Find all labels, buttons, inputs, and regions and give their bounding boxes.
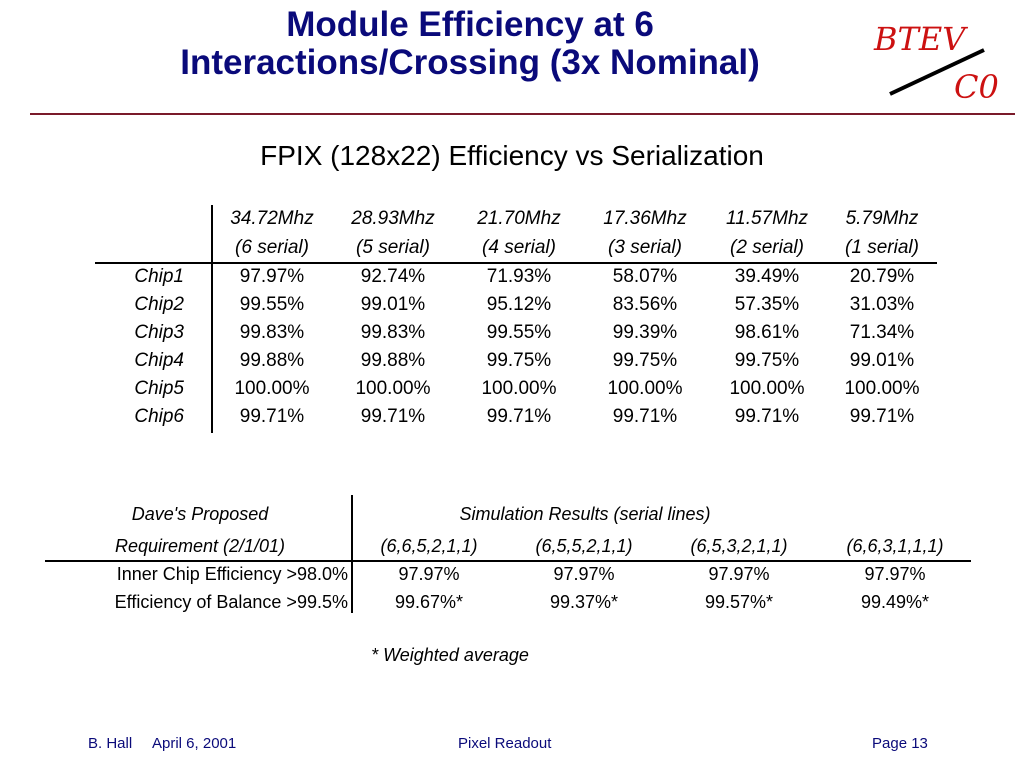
efficiency-cell: 98.61% (734, 322, 800, 343)
table2-vertical-rule (351, 495, 353, 613)
logo-text-bottom: C0 (954, 68, 999, 106)
efficiency-cell: 99.71% (239, 406, 305, 427)
simulation-result-cell: 97.97% (708, 564, 770, 584)
slide-title-line-1: Module Efficiency at 6 (286, 5, 654, 44)
footer-page-number: Page 13 (872, 735, 928, 752)
simulation-result-cell: 97.97% (398, 564, 460, 584)
efficiency-cell: 99.83% (239, 322, 305, 343)
efficiency-cell: 99.71% (486, 406, 552, 427)
chip-label: Chip1 (134, 266, 184, 287)
efficiency-cell: 100.00% (355, 378, 431, 399)
efficiency-cell: 99.01% (849, 350, 915, 371)
efficiency-cell: 99.75% (734, 350, 800, 371)
requirement-header-line-1: Dave's Proposed (131, 504, 269, 524)
table2-header-rule (45, 560, 971, 562)
frequency-header: 34.72Mhz (230, 208, 314, 229)
efficiency-cell: 20.79% (849, 266, 915, 287)
efficiency-cell: 57.35% (734, 294, 800, 315)
serial-header: (2 serial) (730, 237, 804, 258)
efficiency-cell: 99.75% (612, 350, 678, 371)
efficiency-cell: 92.74% (360, 266, 426, 287)
title-divider (30, 113, 1015, 115)
efficiency-cell: 99.39% (612, 322, 678, 343)
chip-label: Chip6 (134, 406, 184, 427)
efficiency-cell: 39.49% (734, 266, 800, 287)
frequency-header: 21.70Mhz (477, 208, 561, 229)
simulation-result-cell: 99.67%* (394, 592, 464, 612)
efficiency-cell: 100.00% (607, 378, 683, 399)
serial-header: (4 serial) (482, 237, 556, 258)
serial-header: (5 serial) (356, 237, 430, 258)
chip-label: Chip2 (134, 294, 184, 315)
efficiency-cell: 99.71% (612, 406, 678, 427)
table1-header-rule (95, 262, 937, 264)
frequency-header: 11.57Mhz (725, 208, 809, 229)
slide-title-line-2: Interactions/Crossing (3x Nominal) (180, 43, 760, 82)
slide-subtitle: FPIX (128x22) Efficiency vs Serializatio… (260, 140, 764, 171)
chip-label: Chip3 (134, 322, 184, 343)
efficiency-cell: 99.83% (360, 322, 426, 343)
footer-author: B. Hall (88, 735, 133, 752)
logo-text-top: BTEV (873, 20, 968, 58)
serial-config-header: (6,5,5,2,1,1) (535, 536, 633, 556)
requirement-label: Inner Chip Efficiency >98.0% (116, 564, 348, 584)
efficiency-cell: 100.00% (844, 378, 920, 399)
requirement-label: Efficiency of Balance >99.5% (114, 592, 348, 612)
requirement-header-line-2: Requirement (2/1/01) (114, 536, 286, 556)
frequency-header: 5.79Mhz (845, 208, 919, 229)
btev-c0-logo: BTEV C0 (873, 20, 999, 106)
frequency-header: 28.93Mhz (351, 208, 435, 229)
efficiency-cell: 99.75% (486, 350, 552, 371)
simulation-result-cell: 99.37%* (549, 592, 619, 612)
efficiency-cell: 71.34% (849, 322, 915, 343)
serial-config-header: (6,6,5,2,1,1) (380, 536, 478, 556)
table1-vertical-rule (211, 205, 213, 433)
serial-config-header: (6,5,3,2,1,1) (690, 536, 788, 556)
efficiency-cell: 99.88% (239, 350, 305, 371)
footer-date: April 6, 2001 (152, 735, 237, 752)
serial-config-header: (6,6,3,1,1,1) (846, 536, 944, 556)
efficiency-cell: 99.01% (360, 294, 426, 315)
efficiency-cell: 97.97% (239, 266, 305, 287)
frequency-header: 17.36Mhz (603, 208, 687, 229)
efficiency-cell: 100.00% (729, 378, 805, 399)
simulation-result-cell: 99.49%* (860, 592, 930, 612)
chip-label: Chip5 (134, 378, 184, 399)
efficiency-cell: 31.03% (849, 294, 915, 315)
simulation-results-header: Simulation Results (serial lines) (459, 504, 711, 524)
efficiency-cell: 71.93% (486, 266, 552, 287)
slide-title: Module Efficiency at 6 Interactions/Cros… (40, 6, 900, 82)
simulation-result-cell: 99.57%* (704, 592, 774, 612)
efficiency-cell: 95.12% (486, 294, 552, 315)
efficiency-cell: 99.71% (734, 406, 800, 427)
efficiency-cell: 100.00% (234, 378, 310, 399)
logo-slash (889, 48, 985, 96)
efficiency-cell: 99.88% (360, 350, 426, 371)
efficiency-cell: 99.71% (360, 406, 426, 427)
chip-label: Chip4 (134, 350, 184, 371)
simulation-result-cell: 97.97% (864, 564, 926, 584)
efficiency-cell: 99.55% (239, 294, 305, 315)
efficiency-cell: 99.71% (849, 406, 915, 427)
efficiency-cell: 58.07% (612, 266, 678, 287)
simulation-result-cell: 97.97% (553, 564, 615, 584)
footnote: * Weighted average (371, 645, 529, 665)
efficiency-cell: 99.55% (486, 322, 552, 343)
serial-header: (1 serial) (845, 237, 919, 258)
serial-header: (6 serial) (235, 237, 309, 258)
efficiency-cell: 83.56% (612, 294, 678, 315)
efficiency-cell: 100.00% (481, 378, 557, 399)
footer-title: Pixel Readout (458, 735, 552, 752)
serial-header: (3 serial) (608, 237, 682, 258)
